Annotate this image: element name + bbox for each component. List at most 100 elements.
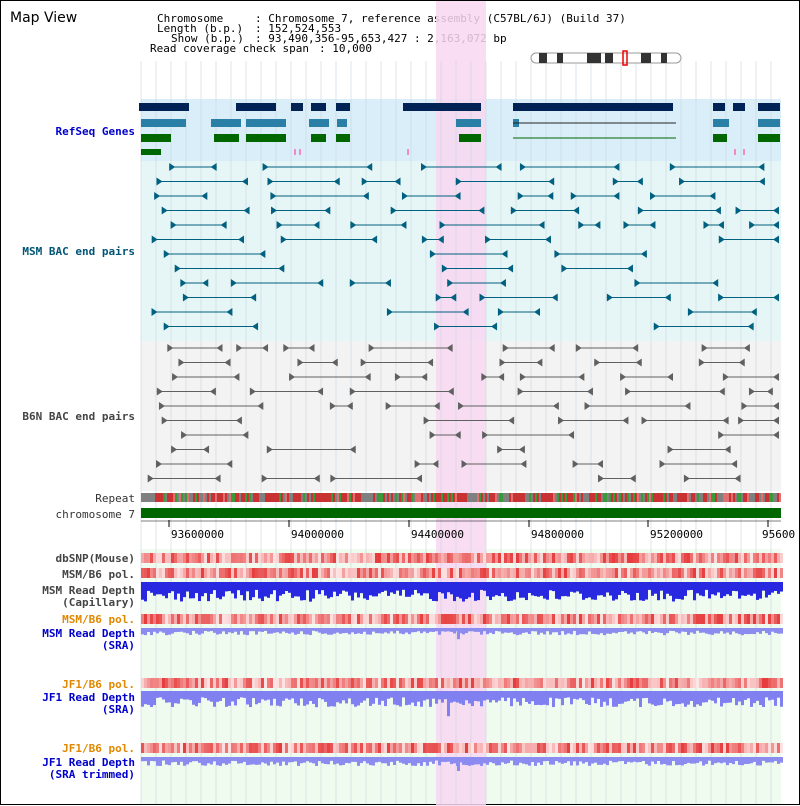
repeat-element	[179, 493, 181, 502]
polymorphism-density	[177, 614, 180, 624]
polymorphism-density	[369, 568, 372, 578]
read-depth-bar	[774, 757, 777, 762]
polymorphism-density	[144, 553, 147, 563]
read-depth-bar	[330, 628, 333, 635]
polymorphism-density	[258, 568, 261, 578]
read-depth-bar	[351, 582, 354, 601]
polymorphism-density	[171, 743, 174, 753]
repeat-element	[259, 493, 261, 502]
polymorphism-density	[447, 678, 450, 688]
polymorphism-density	[561, 678, 564, 688]
polymorphism-density	[354, 678, 357, 688]
polymorphism-density	[393, 614, 396, 624]
polymorphism-density	[237, 553, 240, 563]
read-depth-bar	[453, 582, 456, 602]
polymorphism-density	[414, 678, 417, 688]
read-depth-bar	[198, 628, 201, 635]
read-depth-bar	[177, 691, 180, 704]
polymorphism-density	[741, 743, 744, 753]
polymorphism-density	[762, 678, 765, 688]
polymorphism-density	[156, 678, 159, 688]
read-depth-bar	[366, 757, 369, 764]
bac-end	[596, 460, 603, 468]
polymorphism-density	[258, 614, 261, 624]
read-depth-bar	[432, 628, 435, 632]
read-depth-bar	[579, 757, 582, 762]
polymorphism-density	[165, 568, 168, 578]
read-depth-bar	[369, 582, 372, 596]
read-depth-bar	[186, 628, 189, 634]
read-depth-bar	[333, 582, 336, 592]
read-depth-bar	[690, 757, 693, 764]
polymorphism-density	[525, 568, 528, 578]
read-depth-bar	[213, 757, 216, 762]
read-depth-bar	[669, 582, 672, 596]
polymorphism-density	[747, 678, 750, 688]
polymorphism-density	[174, 568, 177, 578]
polymorphism-density	[399, 614, 402, 624]
polymorphism-density	[444, 678, 447, 688]
repeat-element	[191, 493, 193, 502]
polymorphism-density	[492, 614, 495, 624]
polymorphism-density	[573, 553, 576, 563]
read-depth-bar	[546, 691, 549, 706]
polymorphism-density	[681, 678, 684, 688]
ideogram-band	[557, 53, 563, 63]
read-depth-bar	[270, 691, 273, 706]
repeat-element	[297, 493, 299, 502]
polymorphism-density	[417, 553, 420, 563]
polymorphism-density	[651, 678, 654, 688]
read-depth-bar	[219, 757, 222, 766]
polymorphism-density	[336, 678, 339, 688]
polymorphism-density	[666, 678, 669, 688]
polymorphism-density	[705, 614, 708, 624]
polymorphism-density	[657, 743, 660, 753]
repeat-element	[617, 493, 619, 502]
polymorphism-density	[447, 743, 450, 753]
polymorphism-density	[336, 743, 339, 753]
polymorphism-density	[228, 614, 231, 624]
polymorphism-density	[315, 743, 318, 753]
polymorphism-density	[159, 678, 162, 688]
repeat-element	[717, 493, 719, 502]
polymorphism-density	[438, 678, 441, 688]
read-depth-bar	[519, 757, 522, 763]
read-depth-bar	[264, 691, 267, 701]
polymorphism-density	[252, 553, 255, 563]
polymorphism-density	[603, 614, 606, 624]
polymorphism-density	[273, 553, 276, 563]
polymorphism-density	[417, 678, 420, 688]
polymorphism-density	[525, 743, 528, 753]
read-depth-bar	[759, 757, 762, 766]
polymorphism-density	[297, 614, 300, 624]
repeat-element	[255, 493, 257, 502]
bac-end	[508, 416, 515, 425]
read-depth-bar	[369, 691, 372, 706]
read-depth-bar	[624, 582, 627, 594]
read-depth-bar	[735, 757, 738, 761]
read-depth-bar	[411, 628, 414, 633]
polymorphism-density	[321, 678, 324, 688]
polymorphism-density	[306, 614, 309, 624]
polymorphism-density	[519, 568, 522, 578]
repeat-element	[495, 493, 497, 502]
bac-end	[427, 358, 434, 367]
polymorphism-density	[198, 743, 201, 753]
repeat-element	[487, 493, 489, 502]
read-depth-bar	[732, 757, 735, 765]
polymorphism-density	[729, 743, 732, 753]
polymorphism-density	[387, 614, 390, 624]
read-depth-bar	[741, 757, 744, 766]
bac-end	[718, 387, 725, 396]
polymorphism-density	[162, 743, 165, 753]
repeat-element	[753, 493, 755, 502]
read-depth-bar	[306, 628, 309, 635]
polymorphism-density	[204, 678, 207, 688]
polymorphism-density	[705, 743, 708, 753]
read-depth-bar	[459, 582, 462, 599]
bac-end	[735, 206, 742, 215]
read-depth-bar	[243, 691, 246, 698]
polymorphism-density	[498, 614, 501, 624]
